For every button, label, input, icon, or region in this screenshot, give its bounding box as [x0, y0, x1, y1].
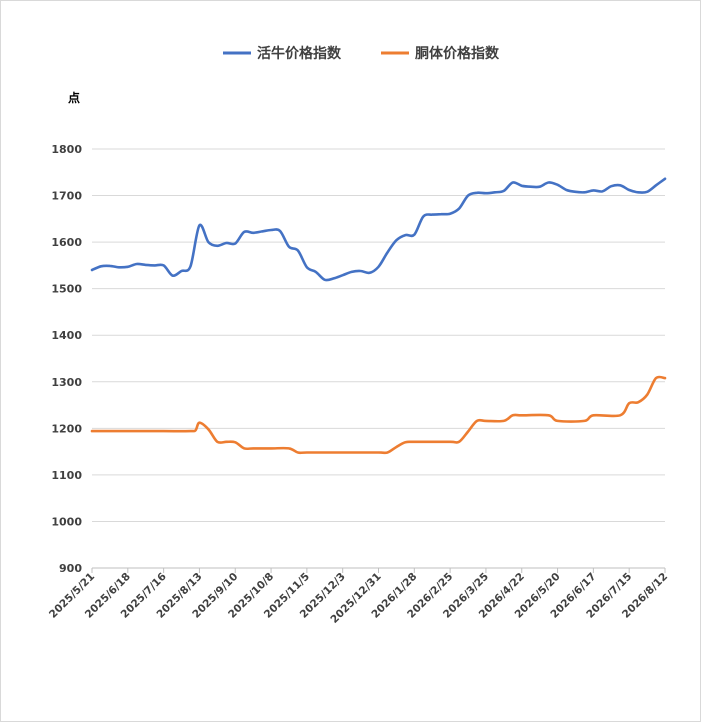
y-tick-label: 1700: [51, 190, 82, 203]
grid-lines: [92, 148, 665, 569]
y-tick-label: 1200: [51, 422, 82, 435]
legend: 活牛价格指数 胴体价格指数: [223, 45, 500, 62]
y-axis-ticks: 900 1000 1100 1200 1300 1400 1500 1600 1700 1800: [51, 143, 82, 575]
x-axis: 2025/5/212025/6/182025/7/162025/8/132025…: [47, 568, 670, 626]
legend-label-live-cattle: 活牛价格指数: [257, 45, 342, 62]
legend-item-live-cattle[interactable]: 活牛价格指数: [223, 45, 342, 62]
legend-item-carcass[interactable]: 胴体价格指数: [381, 45, 500, 62]
y-tick-label: 1500: [51, 283, 82, 296]
series-lines: [90, 177, 667, 455]
y-tick-label: 1100: [51, 469, 82, 482]
y-axis-unit-label: 点: [68, 90, 80, 105]
y-tick-label: 1000: [51, 515, 82, 528]
y-tick-label: 1600: [51, 236, 82, 249]
series-line-live-cattle: [90, 177, 667, 282]
y-tick-label: 1400: [51, 329, 82, 342]
y-tick-label: 1800: [51, 143, 82, 156]
y-tick-label: 1300: [51, 376, 82, 389]
series-line-carcass: [90, 375, 667, 455]
legend-label-carcass: 胴体价格指数: [415, 45, 500, 62]
y-tick-label: 900: [59, 562, 82, 575]
